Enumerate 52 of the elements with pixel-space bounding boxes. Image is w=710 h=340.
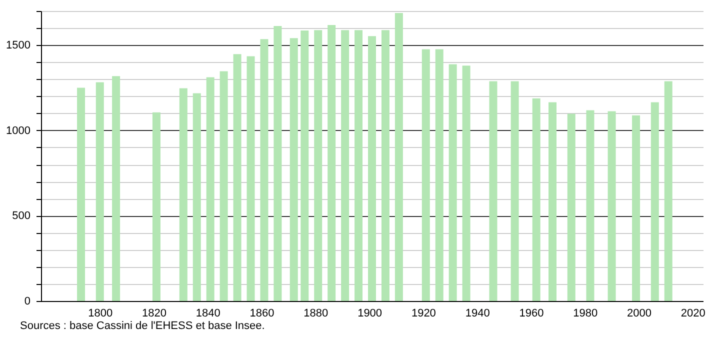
bar bbox=[112, 76, 120, 301]
bar bbox=[274, 26, 282, 301]
bar bbox=[394, 13, 403, 301]
x-tick-label: 1900 bbox=[358, 308, 382, 320]
bar bbox=[586, 110, 594, 301]
bar bbox=[510, 81, 519, 301]
bar bbox=[300, 30, 309, 301]
bar bbox=[354, 30, 363, 301]
bar bbox=[179, 88, 188, 301]
x-tick-label: 1960 bbox=[519, 308, 544, 320]
y-tick-label: 0 bbox=[24, 296, 30, 308]
bar bbox=[608, 111, 616, 301]
bar bbox=[341, 30, 350, 301]
bar bbox=[650, 102, 659, 301]
bar bbox=[206, 77, 214, 301]
bar bbox=[246, 56, 255, 301]
bar bbox=[220, 71, 228, 301]
x-tick-label: 1820 bbox=[142, 308, 167, 320]
bar bbox=[462, 66, 470, 301]
bar bbox=[532, 98, 540, 301]
bar bbox=[314, 30, 322, 301]
bar bbox=[192, 93, 201, 301]
x-tick-label: 2000 bbox=[626, 308, 652, 320]
source-note: Sources : base Cassini de l'EHESS et base Insee. bbox=[20, 320, 265, 332]
bar bbox=[96, 82, 104, 301]
x-tick-label: 2020 bbox=[680, 308, 706, 320]
bar bbox=[328, 24, 336, 301]
x-tick-label: 1920 bbox=[411, 308, 436, 320]
x-tick-label: 1800 bbox=[88, 308, 113, 320]
bar bbox=[489, 81, 498, 301]
x-tick-label: 1860 bbox=[250, 308, 274, 320]
x-tick-label: 1880 bbox=[304, 308, 328, 320]
bar bbox=[152, 112, 160, 301]
bar bbox=[290, 38, 298, 301]
bar bbox=[422, 49, 430, 301]
x-tick-label: 1840 bbox=[196, 308, 220, 320]
bar bbox=[381, 30, 390, 301]
bar bbox=[260, 39, 268, 301]
bar bbox=[664, 81, 672, 301]
bar bbox=[435, 49, 444, 301]
bar bbox=[632, 115, 640, 301]
bar bbox=[77, 88, 86, 301]
y-tick-label: 500 bbox=[12, 210, 30, 222]
x-tick-label: 1980 bbox=[573, 308, 598, 320]
bar bbox=[448, 64, 457, 301]
bar bbox=[368, 36, 376, 301]
bar bbox=[567, 114, 576, 301]
y-tick-label: 1500 bbox=[6, 40, 30, 52]
bar bbox=[548, 102, 557, 301]
y-tick-label: 1000 bbox=[6, 124, 30, 137]
x-tick-label: 1940 bbox=[465, 308, 490, 320]
bar bbox=[233, 54, 242, 301]
